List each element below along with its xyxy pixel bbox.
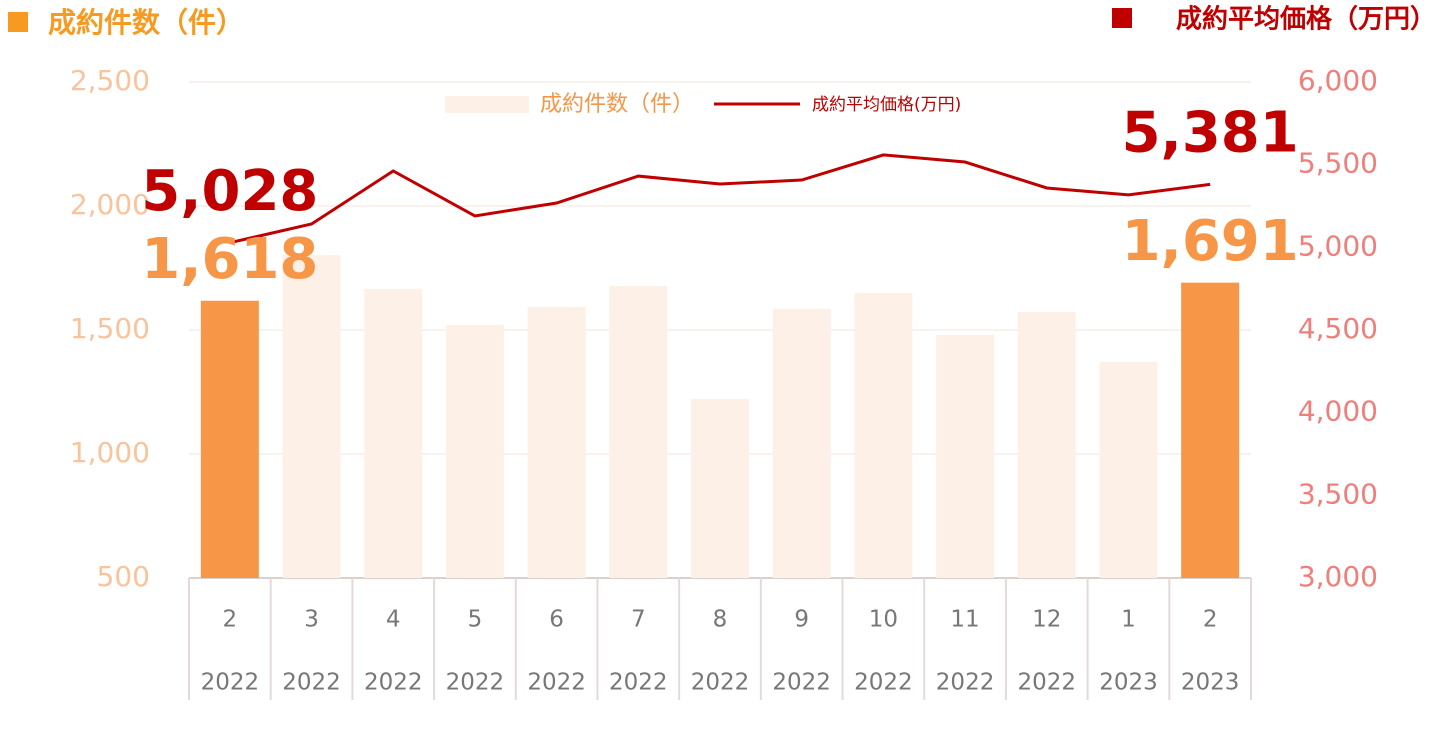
- x-tick-year: 2023: [1099, 670, 1158, 696]
- x-tick-label: 2: [223, 607, 238, 633]
- legend-label: 成約平均価格(万円): [812, 95, 961, 115]
- bar: [1017, 311, 1076, 578]
- bar: [282, 255, 341, 578]
- x-tick-label: 2: [1203, 607, 1218, 633]
- x-tick-label: 7: [631, 607, 646, 633]
- x-tick-year: 2022: [609, 670, 668, 696]
- x-tick-year: 2022: [772, 670, 831, 696]
- y2-tick-label: 3,500: [1298, 477, 1378, 510]
- x-tick-label: 10: [869, 607, 898, 633]
- data-label: 1,691: [1122, 209, 1299, 274]
- y2-tick-label: 4,000: [1298, 395, 1378, 428]
- x-tick-year: 2022: [854, 670, 913, 696]
- y-tick-label: 500: [97, 560, 150, 593]
- x-tick-label: 4: [386, 607, 401, 633]
- y2-tick-label: 3,000: [1298, 560, 1378, 593]
- line: [229, 153, 1211, 245]
- bar: [200, 300, 259, 578]
- y-axis-title: 成約件数（件）: [48, 6, 244, 39]
- x-tick-year: 2022: [1017, 670, 1076, 696]
- bar: [936, 334, 995, 578]
- y-tick-label: 1,000: [70, 436, 150, 469]
- data-label: 5,381: [1122, 100, 1299, 165]
- y-tick-label: 2,000: [70, 188, 150, 221]
- x-tick-label: 9: [794, 607, 809, 633]
- bar: [527, 306, 586, 578]
- title-icon: [1112, 8, 1132, 28]
- x-tick-label: 3: [304, 607, 319, 633]
- x-tick-year: 2023: [1181, 670, 1240, 696]
- x-tick-year: 2022: [527, 670, 586, 696]
- data-label: 1,618: [141, 227, 318, 292]
- y2-tick-label: 5,500: [1298, 147, 1378, 180]
- x-tick-year: 2022: [936, 670, 995, 696]
- x-tick-label: 6: [549, 607, 564, 633]
- bar: [364, 289, 423, 578]
- x-tick-year: 2022: [446, 670, 505, 696]
- bar: [445, 325, 504, 578]
- title-icon: [8, 12, 28, 32]
- x-tick-year: 2022: [364, 670, 423, 696]
- x-tick-year: 2022: [691, 670, 750, 696]
- y-tick-label: 1,500: [70, 312, 150, 345]
- x-tick-label: 11: [950, 607, 979, 633]
- bar: [1181, 282, 1240, 578]
- y2-tick-label: 6,000: [1298, 64, 1378, 97]
- data-label: 5,028: [141, 159, 318, 224]
- legend-swatch: [445, 96, 529, 113]
- x-tick-label: 1: [1121, 607, 1136, 633]
- legend-label: 成約件数（件）: [540, 92, 694, 117]
- y2-tick-label: 4,500: [1298, 312, 1378, 345]
- y-tick-label: 2,500: [70, 64, 150, 97]
- bar: [1099, 361, 1158, 578]
- bar: [609, 286, 668, 578]
- x-tick-year: 2022: [282, 670, 341, 696]
- y2-axis-title: 成約平均価格（万円）: [1176, 4, 1436, 35]
- x-tick-label: 8: [713, 607, 728, 633]
- x-tick-label: 12: [1032, 607, 1061, 633]
- x-tick-label: 5: [468, 607, 483, 633]
- y2-tick-label: 5,000: [1298, 229, 1378, 262]
- bar: [854, 293, 913, 578]
- x-tick-year: 2022: [201, 670, 260, 696]
- bar: [772, 308, 831, 578]
- bar: [691, 398, 749, 578]
